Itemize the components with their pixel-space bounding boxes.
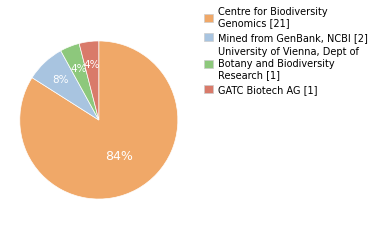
Wedge shape (20, 41, 178, 199)
Wedge shape (32, 51, 99, 120)
Wedge shape (79, 41, 99, 120)
Text: 84%: 84% (105, 150, 133, 162)
Text: 4%: 4% (70, 64, 87, 73)
Text: 4%: 4% (84, 60, 100, 70)
Wedge shape (61, 43, 99, 120)
Text: 8%: 8% (53, 75, 69, 85)
Legend: Centre for Biodiversity
Genomics [21], Mined from GenBank, NCBI [2], University : Centre for Biodiversity Genomics [21], M… (203, 5, 370, 97)
